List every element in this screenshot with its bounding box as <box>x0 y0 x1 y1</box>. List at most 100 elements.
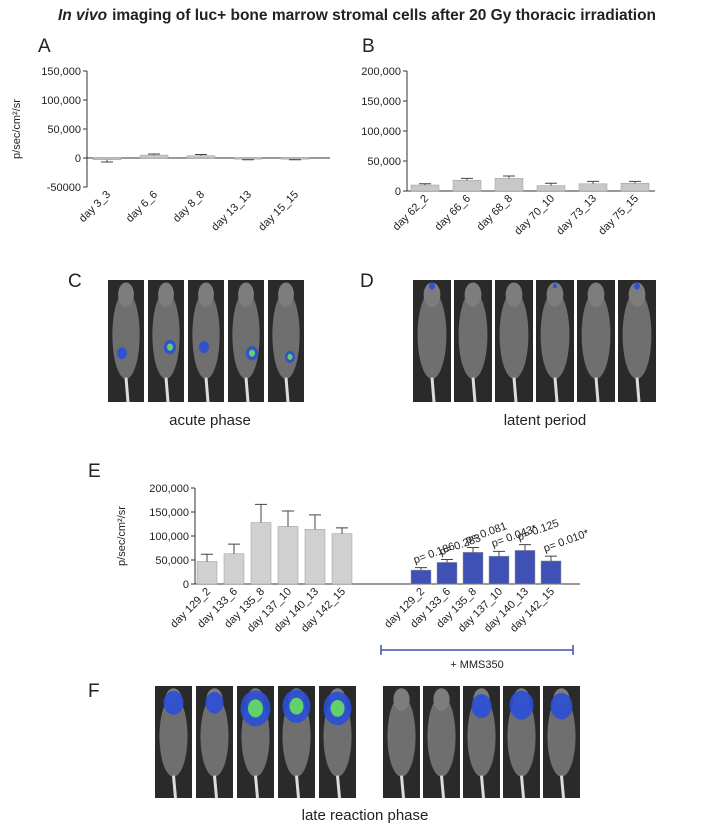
y-tick-label: 0 <box>75 153 81 165</box>
panel-label: C <box>68 271 82 292</box>
bar <box>488 555 510 585</box>
signal <box>205 692 224 714</box>
mouse-head <box>546 282 564 307</box>
mouse-tail <box>213 775 218 799</box>
bar <box>410 184 440 192</box>
bar <box>540 560 562 585</box>
title-emphasis: In vivo <box>58 7 107 24</box>
mouse-body <box>200 696 229 777</box>
mouse-tail <box>471 377 477 403</box>
mouse-tail <box>284 377 290 403</box>
signal <box>553 283 557 289</box>
mouse-body <box>467 696 496 777</box>
mouse-body <box>622 290 652 379</box>
x-tick-label: day 68_8 <box>475 193 515 233</box>
mouse-body <box>417 290 447 379</box>
error-bar <box>336 527 348 534</box>
y-tick-label: 50,000 <box>155 555 189 567</box>
error-bar <box>195 154 207 156</box>
bar <box>250 522 272 585</box>
mouse-head <box>158 282 174 307</box>
mouse-tail <box>480 775 485 799</box>
signal <box>634 282 640 290</box>
mouse-tail <box>553 377 559 403</box>
panel-label: A <box>38 36 51 57</box>
error-bar <box>503 175 515 179</box>
mouse-tail <box>172 775 177 799</box>
mouse-head <box>198 282 214 307</box>
y-tick-label: 0 <box>183 579 189 591</box>
signal <box>471 694 492 719</box>
mouse-tail <box>336 775 341 799</box>
panel-label: B <box>362 36 375 57</box>
x-tick-label: day 6_6 <box>124 189 160 225</box>
mouse-tail <box>164 377 170 403</box>
error-bar <box>493 550 505 557</box>
error-bar <box>629 180 641 184</box>
mouse-body <box>192 290 220 379</box>
x-tick-label: day 75_15 <box>596 193 641 238</box>
error-bar <box>545 182 557 186</box>
bar <box>233 157 263 160</box>
signal <box>163 690 184 715</box>
mouse-head <box>278 282 294 307</box>
signal-core <box>249 349 255 357</box>
y-tick-label: -50000 <box>47 182 81 194</box>
x-tick-label: day 62_2 <box>391 193 431 233</box>
mouse-head <box>238 282 254 307</box>
signal-core <box>289 697 304 715</box>
x-tick-label: day 8_8 <box>171 189 207 225</box>
y-tick-label: 50,000 <box>367 156 401 168</box>
caption: late reaction phase <box>302 807 429 824</box>
bar <box>277 526 299 585</box>
mouse-body <box>152 290 180 379</box>
signal <box>550 692 573 720</box>
mouse-tail <box>124 377 130 403</box>
mouse-tail <box>560 775 565 799</box>
mouse-head <box>118 282 134 307</box>
error-bar <box>545 555 557 561</box>
signal-core <box>167 343 173 351</box>
x-tick-label: day 66_6 <box>433 193 473 233</box>
mouse-body <box>540 290 570 379</box>
x-tick-label: day 15_15 <box>256 189 301 234</box>
bracket-label: + MMS350 <box>450 659 504 671</box>
mouse-body <box>387 696 416 777</box>
panel-label: D <box>360 271 374 292</box>
bar <box>92 157 122 160</box>
bar <box>462 552 484 585</box>
bar <box>139 154 169 159</box>
error-bar <box>309 514 321 530</box>
caption: acute phase <box>169 412 251 429</box>
signal-core <box>287 353 293 360</box>
mouse-head <box>433 688 450 711</box>
figure-title: In vivo imaging of luc+ bone marrow strom… <box>58 7 656 24</box>
error-bar <box>415 567 427 571</box>
error-bar <box>228 543 240 554</box>
y-tick-label: 100,000 <box>41 95 81 107</box>
mouse-tail <box>400 775 405 799</box>
bar <box>304 529 326 585</box>
y-tick-label: 200,000 <box>149 483 189 495</box>
signal <box>429 282 435 290</box>
x-tick-label: day 13_13 <box>209 189 254 234</box>
error-bar <box>441 559 453 563</box>
mouse-body <box>458 290 488 379</box>
title-rest: imaging of luc+ bone marrow stromal cell… <box>112 7 656 24</box>
mouse-tail <box>204 377 210 403</box>
y-axis-label: p/sec/cm²/sr <box>116 506 128 566</box>
error-bar <box>148 153 160 156</box>
y-tick-label: 0 <box>395 186 401 198</box>
error-bar <box>255 503 267 523</box>
y-tick-label: 50,000 <box>47 124 81 136</box>
y-tick-label: 100,000 <box>361 126 401 138</box>
panel-label: F <box>88 681 100 702</box>
mouse-head <box>464 282 482 307</box>
bar <box>536 185 566 192</box>
y-axis-label: p/sec/cm²/sr <box>11 99 23 159</box>
mouse-tail <box>430 377 436 403</box>
signal-core <box>248 699 263 718</box>
bar <box>196 561 218 585</box>
signal <box>509 690 534 720</box>
